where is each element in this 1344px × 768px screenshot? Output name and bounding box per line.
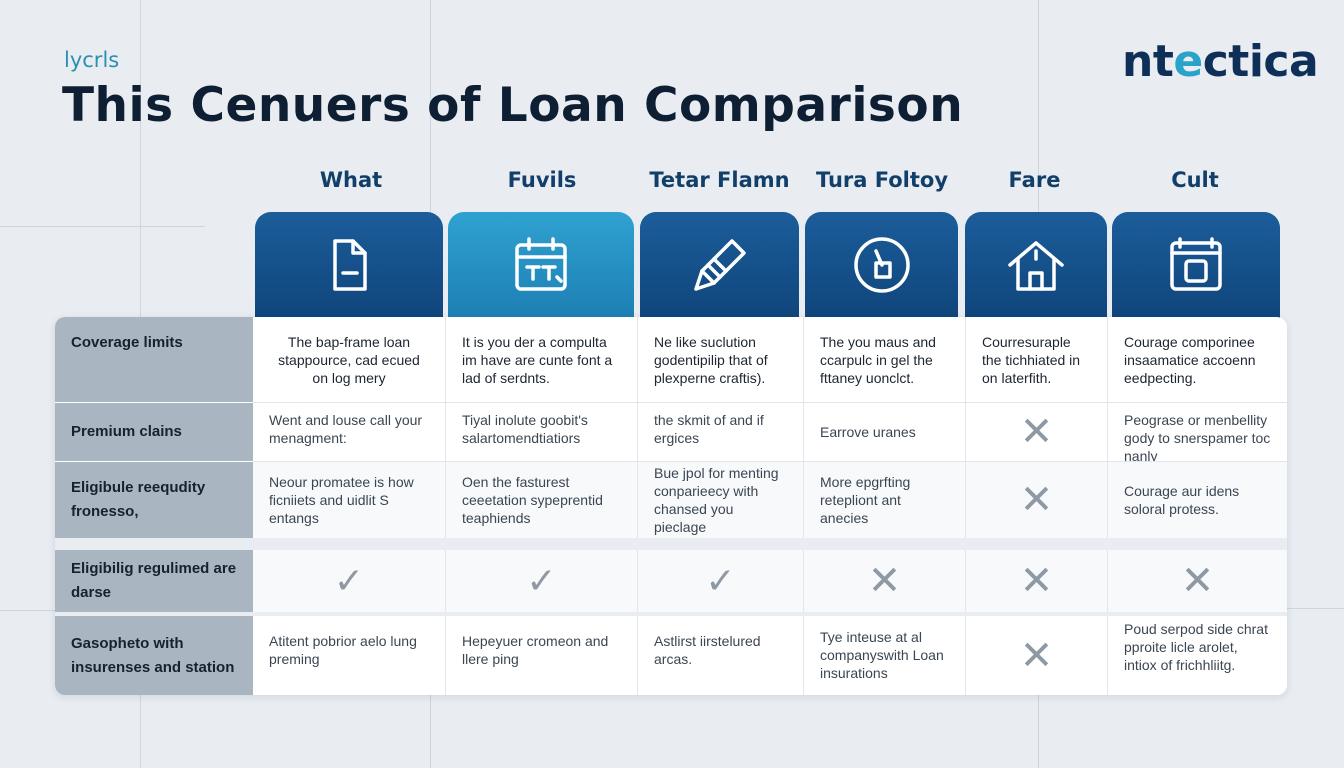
table-cell: the skmit of and if ergices — [637, 403, 803, 461]
column-header-card — [640, 212, 799, 318]
column-label-cult: Cult — [1171, 168, 1219, 192]
background-gridline — [0, 610, 60, 611]
gauge-icon — [853, 237, 910, 293]
table-cell: ✓ — [253, 550, 445, 612]
column-header-card — [448, 212, 634, 318]
table-cell: ✕ — [965, 462, 1107, 538]
calendar-icon — [515, 237, 567, 291]
table-cell: Went and louse call your menagment: — [269, 412, 423, 446]
table-row: Eligibule reequdity fronesso, Neour prom… — [55, 462, 1287, 538]
table-cell: More epgrfting retepliont ant anecies — [803, 462, 965, 538]
table-cell: Oen the fasturest ceeetation sypeprentid… — [445, 462, 637, 538]
document-icon — [333, 239, 367, 291]
table-cell: Neour promatee is how ficniiets and uidl… — [253, 462, 445, 538]
table-cell: ✓ — [637, 550, 803, 612]
table-cell: Courage aur idens soloral protess. — [1107, 462, 1287, 538]
calculator-icon — [1170, 237, 1222, 291]
table-cell: Tye inteuse at al companyswith Loan insu… — [803, 616, 965, 695]
pen-icon — [693, 239, 746, 291]
brand-logo: ntectica — [1122, 36, 1319, 87]
cross-icon: ✕ — [867, 559, 902, 603]
cross-icon: ✕ — [1019, 633, 1054, 678]
table-cell: ✓ — [445, 550, 637, 612]
row-spacer — [55, 612, 1287, 616]
row-label: Gasopheto with insurenses and station — [55, 616, 253, 695]
column-header-card — [805, 212, 958, 318]
column-label-what: What — [319, 168, 383, 192]
row-label: Eligibilig regulimed are darse — [55, 550, 253, 612]
table-cell: Courage comporinee insaamatice accoenn e… — [1107, 317, 1287, 402]
table-row: Eligibilig regulimed are darse ✓ ✓ ✓ ✕ ✕… — [55, 550, 1287, 612]
table-row: Premium clains Went and louse call your … — [55, 403, 1287, 461]
page-title: This Cenuers of Loan Comparison — [62, 78, 964, 133]
cross-icon: ✕ — [1019, 559, 1054, 603]
table-cell: ✕ — [965, 403, 1107, 461]
table-cell: Atitent pobrior aelo lung preming — [269, 633, 417, 667]
table-row: Gasopheto with insurenses and station At… — [55, 616, 1287, 695]
row-label: Coverage limits — [55, 317, 253, 402]
background-gridline — [1285, 608, 1344, 609]
comparison-table: Coverage limits The bap-frame loan stapp… — [55, 317, 1287, 695]
table-cell: Earrove uranes — [803, 403, 965, 461]
table-cell: ✕ — [1107, 550, 1287, 612]
table-cell: Hepeyuer cromeon and llere ping — [445, 616, 637, 695]
column-header-card — [1112, 212, 1280, 318]
column-label-tura-foltoy: Tura Foltoy — [815, 168, 949, 192]
page-subtitle: lycrls — [64, 48, 120, 72]
table-cell: ✕ — [965, 616, 1107, 695]
house-icon — [1008, 241, 1064, 291]
table-cell: ✕ — [965, 550, 1107, 612]
column-label-fare: Fare — [1008, 168, 1061, 192]
table-row: Coverage limits The bap-frame loan stapp… — [55, 317, 1287, 402]
table-cell: Ne like suclution godentipilip that of p… — [637, 317, 803, 402]
row-divider — [253, 402, 1287, 403]
check-icon: ✓ — [333, 560, 365, 601]
table-cell: The bap-frame loan stappource, cad ecued… — [278, 334, 420, 386]
cross-icon: ✕ — [1019, 478, 1054, 522]
table-cell: Poud serpod side chrat pproite licle aro… — [1107, 616, 1287, 695]
row-label: Eligibule reequdity fronesso, — [55, 462, 253, 538]
table-cell: ✕ — [803, 550, 965, 612]
table-cell: Bue jpol for menting conparieecy with ch… — [637, 462, 803, 538]
check-icon: ✓ — [526, 560, 557, 601]
table-cell: It is you der a compulta im have are cun… — [445, 317, 637, 402]
row-spacer — [55, 538, 1287, 550]
table-cell: Tiyal inolute goobit's salartomendtiatio… — [445, 403, 637, 461]
column-label-tetar-flamn: Tetar Flamn — [649, 168, 790, 192]
check-icon: ✓ — [705, 560, 736, 601]
column-header-card — [965, 212, 1107, 318]
row-divider — [253, 461, 1287, 462]
row-label: Premium clains — [55, 403, 253, 461]
column-header-card — [255, 212, 443, 318]
cross-icon: ✕ — [1019, 410, 1054, 454]
column-label-fuvils: Fuvils — [507, 168, 577, 192]
table-cell: The you maus and ccarpulc in gel the ftt… — [803, 317, 965, 402]
cross-icon: ✕ — [1180, 559, 1215, 603]
background-gridline — [0, 226, 205, 227]
table-cell: Courresuraple the tichhiated in on later… — [965, 317, 1107, 402]
table-cell: Peograse or menbellity gody to snerspame… — [1107, 403, 1287, 461]
table-cell: Astlirst iirstelured arcas. — [637, 616, 803, 695]
